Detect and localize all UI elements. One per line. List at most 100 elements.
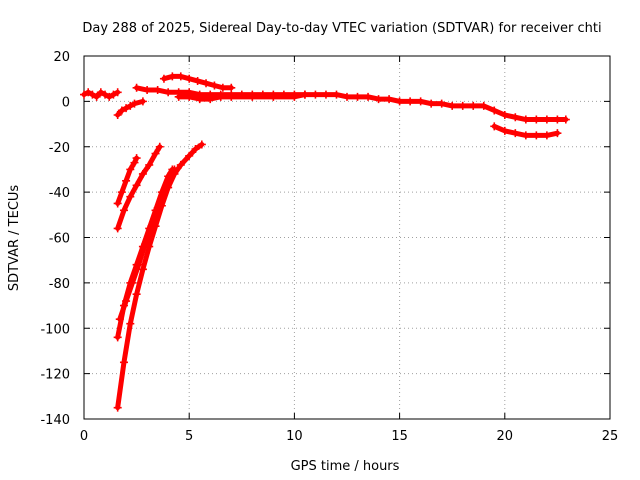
data-point — [427, 99, 436, 108]
data-point — [176, 72, 185, 81]
data-point — [117, 188, 126, 197]
data-point — [138, 97, 147, 106]
data-point — [122, 297, 131, 306]
series-trace-7 — [115, 144, 163, 231]
data-point — [532, 115, 541, 124]
data-point — [521, 115, 530, 124]
data-point — [84, 88, 93, 97]
data-point — [195, 95, 204, 104]
x-tick-label: 0 — [80, 429, 88, 444]
data-point — [105, 92, 114, 101]
data-point — [553, 115, 562, 124]
data-point — [113, 110, 122, 119]
data-point — [132, 83, 141, 92]
data-point — [159, 188, 168, 197]
data-point — [248, 92, 257, 101]
data-point — [469, 101, 478, 110]
data-point — [561, 115, 570, 124]
data-point — [138, 169, 147, 178]
data-point — [126, 101, 135, 110]
data-points — [80, 72, 570, 412]
data-point — [227, 92, 236, 101]
data-point — [511, 129, 520, 138]
x-tick-label: 10 — [286, 429, 303, 444]
data-point — [96, 88, 105, 97]
data-point — [490, 122, 499, 131]
chart-title: Day 288 of 2025, Sidereal Day-to-day VTE… — [82, 21, 601, 36]
series-trace-10 — [117, 166, 177, 322]
data-point — [122, 176, 131, 185]
data-point — [364, 92, 373, 101]
data-point — [109, 90, 118, 99]
data-point — [218, 83, 227, 92]
data-point — [191, 145, 200, 154]
data-point — [159, 74, 168, 83]
data-point — [153, 86, 162, 95]
data-point — [115, 315, 124, 324]
x-tick-label: 5 — [185, 429, 193, 444]
data-point — [521, 131, 530, 140]
data-point — [269, 92, 278, 101]
data-point — [500, 126, 509, 135]
axis-ticks: 0 5 10 15 20 25 -140 -120 -100 -80 -60 -40 -20 0 20 — [40, 50, 618, 444]
data-point — [290, 92, 299, 101]
y-tick-label: -100 — [40, 322, 70, 337]
data-point — [311, 90, 320, 99]
data-point — [164, 88, 173, 97]
plot-frame — [83, 55, 611, 420]
grid-lines — [84, 56, 610, 419]
data-point — [151, 149, 160, 158]
data-point — [197, 140, 206, 149]
y-axis-label: SDTVAR / TECUs — [7, 185, 22, 292]
data-point — [374, 95, 383, 104]
data-point — [113, 224, 122, 233]
data-point — [113, 403, 122, 412]
data-point — [185, 151, 194, 160]
data-point — [126, 192, 135, 201]
data-point — [553, 129, 562, 138]
data-point — [490, 106, 499, 115]
x-tick-label: 20 — [497, 429, 514, 444]
data-point — [185, 92, 194, 101]
data-point — [416, 97, 425, 106]
y-tick-label: -80 — [49, 277, 70, 292]
data-point — [92, 92, 101, 101]
data-point — [126, 165, 135, 174]
data-point — [141, 240, 150, 249]
data-point — [300, 90, 309, 99]
data-point — [113, 199, 122, 208]
data-point — [138, 265, 147, 274]
data-point — [193, 76, 202, 85]
data-point — [174, 92, 183, 101]
data-point — [542, 115, 551, 124]
data-point — [80, 90, 88, 99]
data-point — [185, 74, 194, 83]
data-point — [343, 92, 351, 101]
data-point — [155, 142, 164, 151]
data-point — [134, 260, 143, 269]
data-point — [395, 97, 404, 106]
data-point — [406, 97, 415, 106]
data-point — [132, 181, 141, 190]
data-point — [542, 131, 551, 140]
data-point — [210, 81, 219, 90]
data-point — [206, 95, 215, 104]
x-axis-label: GPS time / hours — [291, 459, 400, 474]
data-point — [216, 92, 225, 101]
y-tick-label: -20 — [49, 141, 70, 156]
data-point — [130, 158, 139, 167]
y-tick-label: 20 — [53, 50, 70, 65]
data-point — [153, 204, 162, 213]
x-tick-label: 25 — [602, 429, 619, 444]
data-point — [143, 86, 152, 95]
x-tick-label: 15 — [391, 429, 408, 444]
data-point — [202, 79, 211, 88]
data-point — [147, 222, 156, 231]
data-point — [130, 99, 139, 108]
data-point — [532, 131, 541, 140]
data-point — [132, 154, 141, 163]
data-point — [113, 333, 122, 342]
data-point — [479, 101, 488, 110]
y-tick-label: 0 — [62, 95, 70, 110]
data-point — [101, 90, 110, 99]
